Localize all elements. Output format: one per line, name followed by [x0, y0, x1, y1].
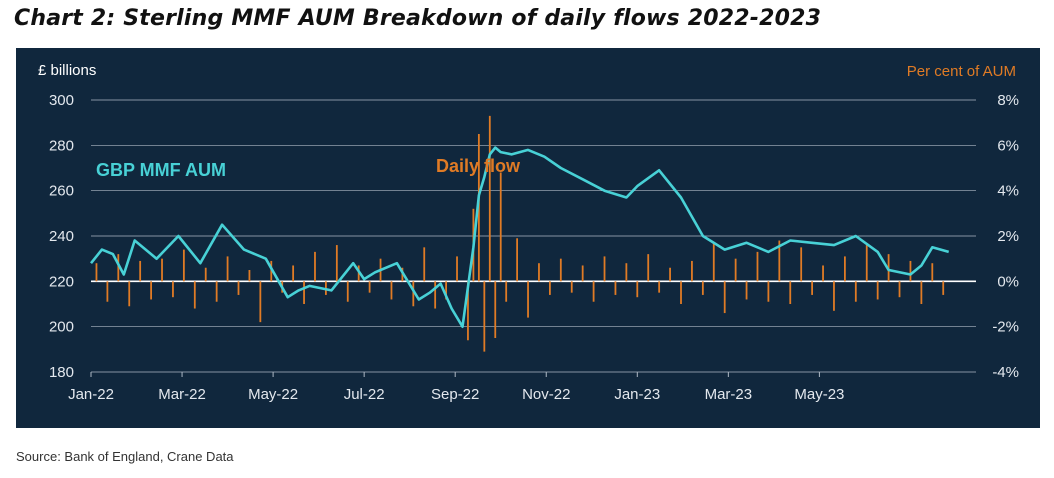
aum-line — [89, 146, 950, 329]
left-tick-label: 240 — [49, 228, 74, 245]
source-note: Source: Bank of England, Crane Data — [16, 449, 234, 464]
x-tick-label: Jan-22 — [68, 386, 114, 403]
left-tick-label: 220 — [49, 273, 74, 290]
left-tick-label: 180 — [49, 364, 74, 381]
left-tick-label: 200 — [49, 319, 74, 336]
axes-layer: 300 8% 280 6% 260 4% 240 2% 220 0% 200 -2% 180 -4% Jan… — [49, 92, 1019, 403]
x-tick-label: May-22 — [248, 386, 298, 403]
right-axis-label: Per cent of AUM — [907, 63, 1016, 80]
x-tick-label: Mar-23 — [705, 386, 753, 403]
right-tick-label: 2% — [997, 228, 1019, 245]
x-tick-label: Jul-22 — [344, 386, 385, 403]
left-tick-label: 260 — [49, 183, 74, 200]
left-axis-label: £ billions — [38, 62, 96, 79]
x-tick-label: Sep-22 — [431, 386, 479, 403]
right-tick-label: 6% — [997, 137, 1019, 154]
left-tick-label: 300 — [49, 92, 74, 109]
daily-flow-annotation: Daily flow — [436, 156, 521, 176]
right-tick-label: -2% — [992, 319, 1019, 336]
chart-svg: 300 8% 280 6% 260 4% 240 2% 220 0% 200 -2% 180 -4% Jan… — [38, 62, 1019, 403]
x-tick-label: May-23 — [794, 386, 844, 403]
x-tick-label: Mar-22 — [158, 386, 206, 403]
right-tick-label: 8% — [997, 92, 1019, 109]
x-tick-label: Jan-23 — [614, 386, 660, 403]
x-tick-label: Nov-22 — [522, 386, 570, 403]
chart-panel: 300 8% 280 6% 260 4% 240 2% 220 0% 200 -2% 180 -4% Jan… — [16, 48, 1040, 428]
right-tick-label: 0% — [997, 273, 1019, 290]
right-tick-label: -4% — [992, 364, 1019, 381]
aum-line-layer — [89, 146, 950, 329]
left-tick-label: 280 — [49, 137, 74, 154]
aum-annotation: GBP MMF AUM — [96, 160, 226, 180]
grid-layer — [91, 99, 976, 373]
right-tick-label: 4% — [997, 183, 1019, 200]
chart-title: Chart 2: Sterling MMF AUM Breakdown of d… — [14, 6, 822, 31]
